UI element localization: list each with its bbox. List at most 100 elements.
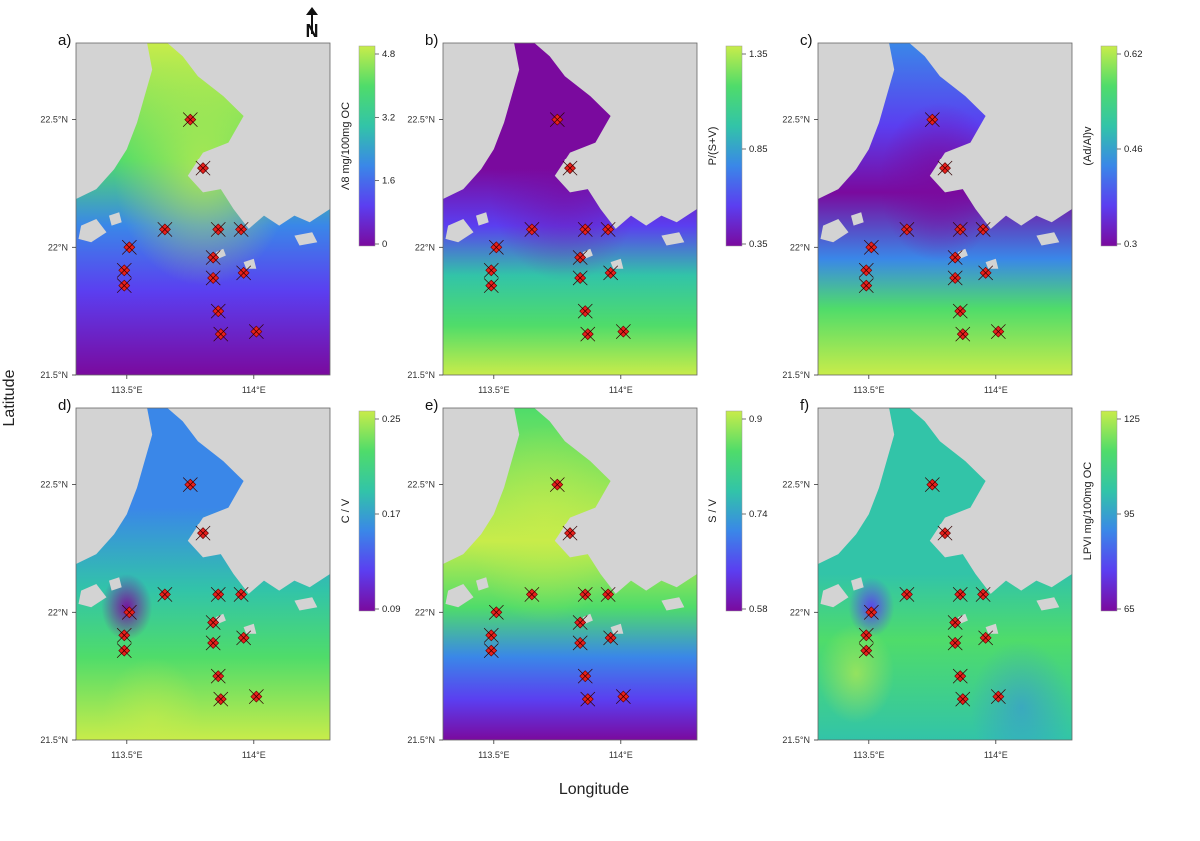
station-cross	[248, 324, 264, 339]
island	[192, 149, 239, 186]
interpolated-field	[443, 408, 697, 740]
map-frame	[442, 407, 698, 741]
island	[215, 248, 226, 259]
station-cross	[182, 112, 198, 128]
island	[243, 623, 257, 634]
station-cross	[121, 604, 137, 620]
station-cross	[116, 278, 132, 294]
station-cross	[195, 160, 211, 176]
colorbar-title: Λ8 mg/100mg OC	[340, 102, 352, 190]
lat-tick-label: 21.5°N	[407, 735, 435, 745]
station-cross	[210, 668, 226, 684]
station-cross	[955, 326, 971, 342]
island	[1036, 232, 1060, 246]
map-panel-a: a) 22.5°N 22°N 21.5°N 113.5°E 114°E 4.8 3.2 1.6 0…	[40, 32, 395, 395]
station-cross	[549, 112, 565, 128]
interpolated-field	[818, 408, 1072, 740]
colorbar-title: (Ad/Al)v	[1082, 126, 1094, 166]
station-cross	[205, 615, 221, 630]
station-cross	[205, 250, 221, 265]
colorbar: 1.35 0.85 0.35 P/(S+V)	[707, 45, 768, 250]
panels-layer: a) 22.5°N 22°N 21.5°N 113.5°E 114°E 4.8 3.2 1.6 0…	[40, 32, 1142, 760]
station-cross	[858, 278, 874, 294]
station-cross	[952, 668, 968, 684]
lat-tick-label: 22.5°N	[407, 115, 435, 125]
colorbar: 0.9 0.74 0.58 S / V	[707, 410, 768, 615]
colorbar-title: LPVI mg/100mg OC	[1082, 462, 1094, 560]
panel-label: e)	[425, 397, 438, 414]
station-cross	[572, 270, 588, 286]
north-arrow-icon: N	[306, 7, 319, 41]
lat-tick-label: 22°N	[415, 242, 435, 252]
station-cross	[205, 635, 221, 651]
island	[661, 597, 685, 611]
station-cross	[955, 691, 971, 707]
station-cross	[236, 265, 252, 281]
station-cross	[899, 587, 915, 602]
colorbar-tick-label: 0.17	[382, 509, 401, 520]
station-cross	[990, 689, 1006, 704]
colorbar-tick-label: 125	[1124, 414, 1140, 425]
map-panel-f: f) 22.5°N 22°N 21.5°N 113.5°E 114°E 125 95 65 LPV…	[782, 397, 1139, 760]
station-cross	[937, 160, 953, 176]
station-cross	[210, 222, 226, 237]
station-cross	[937, 525, 953, 541]
station-cross	[603, 630, 619, 646]
station-cross	[577, 222, 593, 237]
lat-tick-label: 22.5°N	[40, 115, 68, 125]
interpolated-field	[76, 408, 330, 740]
station-cross	[858, 643, 874, 659]
colorbar: 125 95 65 LPVI mg/100mg OC	[1082, 410, 1140, 615]
station-cross	[952, 303, 968, 319]
lat-tick-label: 22.5°N	[40, 480, 68, 490]
island	[934, 149, 981, 186]
lon-tick-label: 114°E	[242, 385, 266, 395]
colorbar-tick-label: 0.74	[749, 509, 768, 520]
island	[661, 232, 685, 246]
island	[582, 613, 593, 624]
colorbar-tick-label: 0.3	[1124, 239, 1137, 250]
landmass	[818, 43, 895, 199]
lon-tick-label: 113.5°E	[853, 750, 884, 760]
station-cross	[580, 326, 596, 342]
island	[957, 613, 968, 624]
island	[445, 584, 474, 608]
station-cross	[210, 303, 226, 319]
station-cross	[975, 222, 991, 237]
colorbar-tick-label: 0.85	[749, 144, 768, 155]
station-cross	[863, 604, 879, 620]
x-axis-title: Longitude	[559, 781, 629, 798]
station-cross	[572, 615, 588, 630]
station-cross	[863, 239, 879, 255]
panel-label: a)	[58, 32, 71, 49]
station-cross	[488, 239, 504, 255]
station-cross	[975, 587, 991, 602]
station-cross	[483, 278, 499, 294]
colorbar-tick-label: 0.09	[382, 604, 401, 615]
station-cross	[116, 627, 132, 643]
lat-tick-label: 22°N	[790, 607, 810, 617]
station-cross	[577, 587, 593, 602]
station-cross	[210, 587, 226, 602]
station-cross	[572, 635, 588, 651]
island	[78, 584, 107, 608]
island	[192, 514, 239, 551]
station-cross	[947, 635, 963, 651]
station-cross	[858, 262, 874, 278]
island	[215, 613, 226, 624]
lon-tick-label: 113.5°E	[111, 750, 142, 760]
station-cross	[924, 477, 940, 493]
station-cross	[978, 630, 994, 646]
station-cross	[990, 324, 1006, 339]
island	[243, 258, 257, 269]
colorbar-ramp	[358, 410, 376, 612]
landmass	[76, 43, 153, 199]
colorbar-title: C / V	[340, 498, 352, 523]
station-cross	[899, 222, 915, 237]
station-cross	[600, 222, 616, 237]
island	[957, 248, 968, 259]
station-cross	[116, 643, 132, 659]
station-cross	[121, 239, 137, 255]
station-cross	[236, 630, 252, 646]
